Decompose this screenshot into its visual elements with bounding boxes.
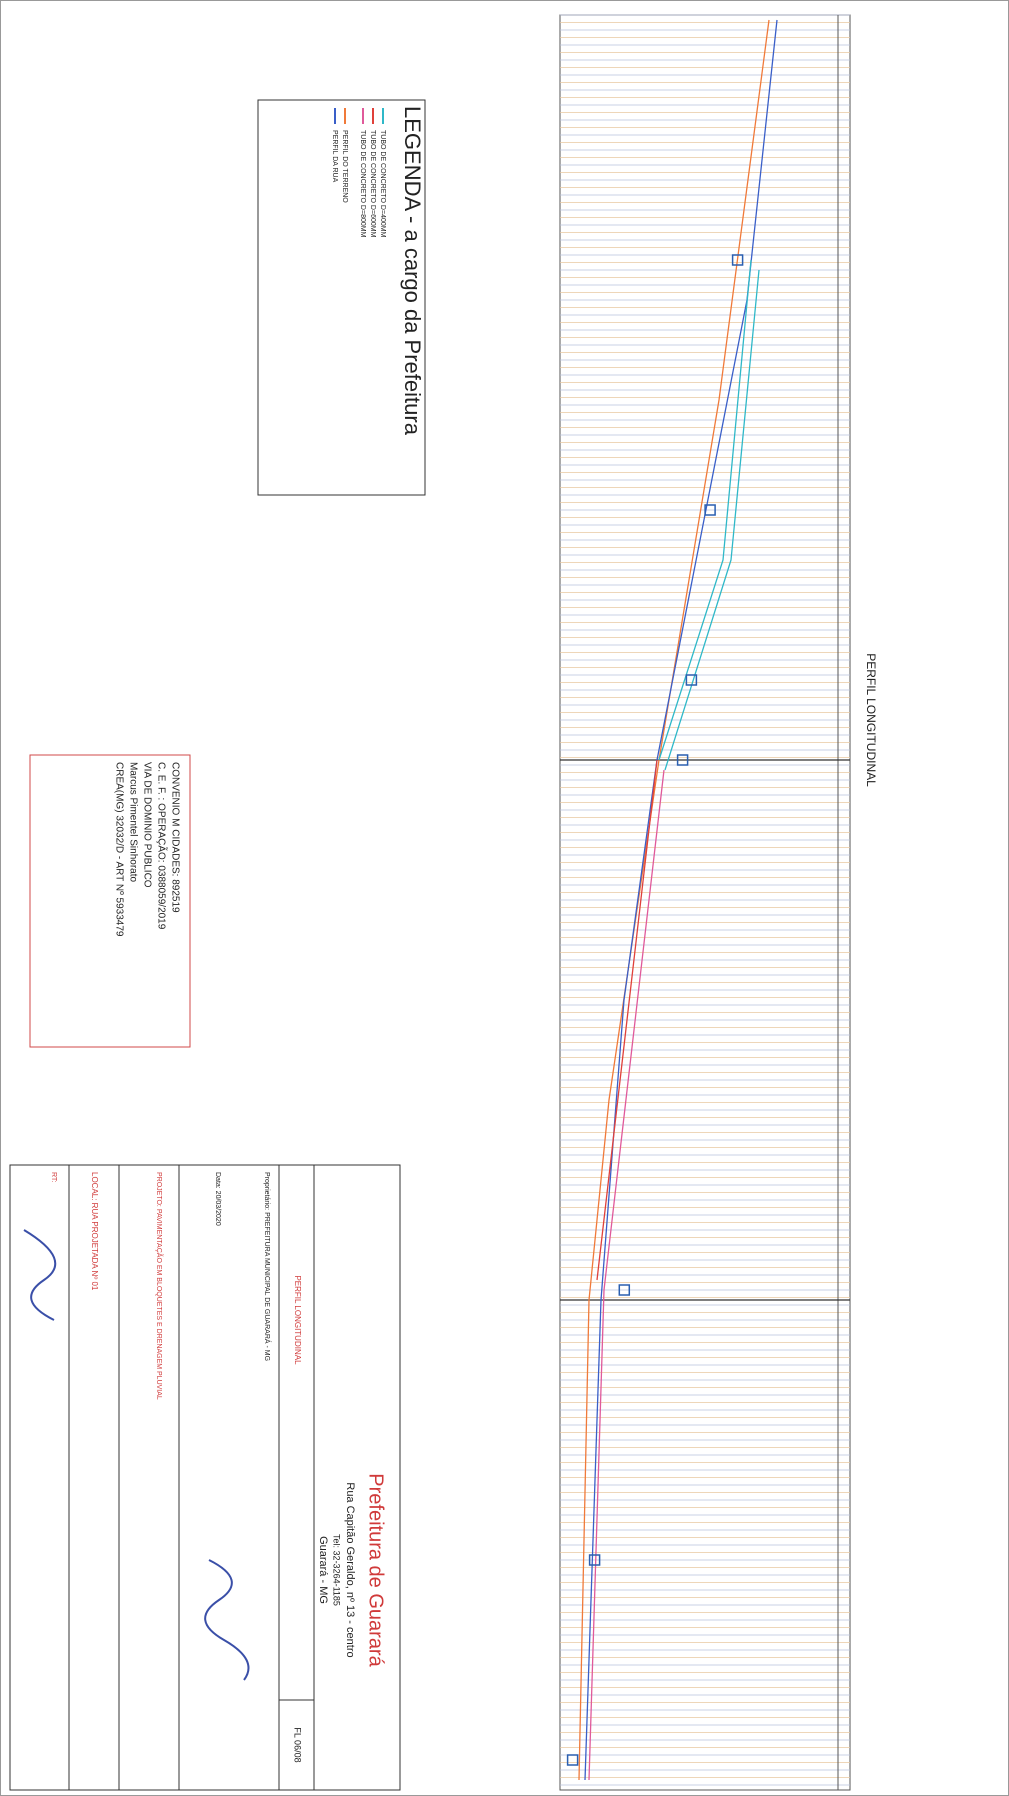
info-box	[29, 754, 191, 1048]
legend-label: PERFIL DA RUA	[331, 130, 338, 183]
signature	[23, 1229, 57, 1321]
legend-label: TUBO DE CONCRETO D=400MM	[379, 130, 386, 238]
city: Guarará - MG	[317, 1536, 329, 1604]
manhole	[588, 1554, 601, 1566]
profile-line	[664, 269, 760, 771]
phone: Tel: 32-3264-1185	[332, 1534, 342, 1606]
info-line: VIA DE DOMINIO PUBLICO	[141, 762, 152, 888]
profile-line	[596, 759, 658, 1281]
legend-label: PERFIL DO TERRENO	[341, 130, 348, 203]
date: Data: 20/03/2020	[214, 1172, 221, 1226]
owner: Proprietário: PREFEITURA MUNICIPAL DE GU…	[263, 1172, 272, 1361]
manhole	[676, 754, 689, 766]
profile-line	[588, 769, 665, 1781]
sheet-number: FL 06/08	[293, 1727, 303, 1762]
rt: RT:	[50, 1172, 57, 1182]
legend-box	[257, 99, 426, 496]
title-block-frame	[9, 1164, 401, 1791]
landscape-sheet: PERFIL LONGITUDINAL LEGENDA - a cargo da…	[9, 14, 878, 1791]
legend-label: TUBO DE CONCRETO D=600MM	[369, 130, 376, 238]
legend-label: TUBO DE CONCRETO D=800MM	[359, 130, 366, 238]
manhole	[704, 504, 716, 516]
project: PROJETO: PAVIMENTAÇÃO EM BLOQUETES E DRE…	[155, 1172, 164, 1400]
profile-line	[584, 19, 778, 1781]
title-block	[9, 1164, 401, 1791]
organization: Prefeitura de Guarará	[365, 1473, 387, 1667]
location: LOCAL: RUA PROJETADA Nº 01	[90, 1172, 99, 1291]
info-line: CONVENIO M CIDADES: 892519	[169, 762, 180, 913]
info-line: CREA(MG) 32032/D - ART Nº 5933479	[113, 762, 124, 937]
address: Rua Capitão Geraldo, nº 13 - centro	[344, 1482, 356, 1657]
manhole	[618, 1284, 631, 1296]
manhole	[685, 674, 698, 686]
profile-grid	[559, 14, 851, 1791]
manhole	[731, 254, 744, 266]
sheet-title: PERFIL LONGITUDINAL	[293, 1275, 302, 1365]
info-line: Marcus Pimentel Sinhorato	[127, 762, 138, 882]
info-line: C. E. F. : OPERAÇÃO: 0388059/2019	[155, 762, 168, 930]
manhole	[566, 1754, 579, 1766]
signature	[204, 1559, 250, 1681]
profile-line	[658, 259, 752, 761]
drawing-title: PERFIL LONGITUDINAL	[864, 653, 878, 787]
legend-title: LEGENDA - a cargo da Prefeitura	[400, 106, 425, 436]
